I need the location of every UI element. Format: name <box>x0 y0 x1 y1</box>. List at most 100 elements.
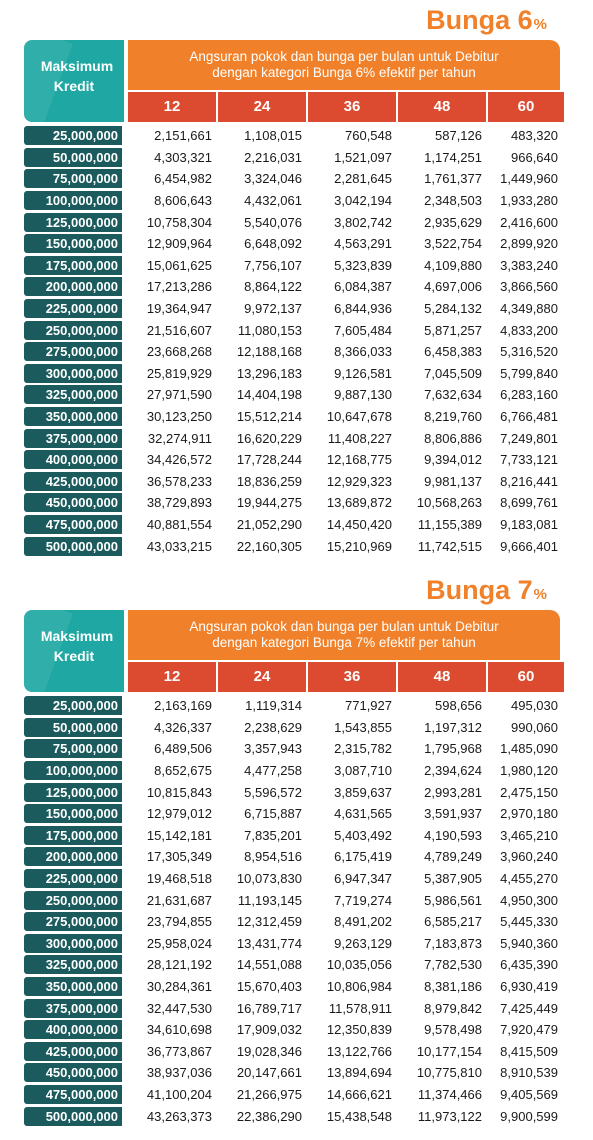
installment-cell: 6,648,092 <box>244 236 302 252</box>
installment-cell: 5,596,572 <box>244 784 302 800</box>
table-row: 325,000,000 27,971,590 14,404,198 9,887,130… <box>24 385 560 405</box>
installment-cell: 9,394,012 <box>424 452 482 468</box>
installment-cell: 8,910,539 <box>500 1065 558 1081</box>
installment-cell: 4,349,880 <box>500 301 558 317</box>
installment-cell: 40,881,554 <box>146 516 212 532</box>
table-row: 50,000,000 4,303,321 2,216,031 1,521,097 1,1… <box>24 147 560 168</box>
installment-cell: 3,859,637 <box>334 784 392 800</box>
table-row: 100,000,000 8,606,643 4,432,061 3,042,194 2,… <box>24 191 560 211</box>
installment-cell: 1,933,280 <box>500 193 558 209</box>
installment-cell: 43,263,373 <box>146 1108 212 1124</box>
installment-cell: 11,193,145 <box>237 892 302 908</box>
installment-cell: 14,551,088 <box>236 957 302 973</box>
installment-cell: 1,108,015 <box>244 128 302 144</box>
installment-cell: 2,899,920 <box>500 236 558 252</box>
table-row: 425,000,000 36,773,867 19,028,346 13,122,76… <box>24 1041 560 1062</box>
table-description: Angsuran pokok dan bunga per bulan untuk… <box>128 40 560 90</box>
credit-amount-cell: 325,000,000 <box>24 955 122 975</box>
corner-header: Maksimum Kredit <box>24 610 124 692</box>
installment-cell: 6,715,887 <box>244 806 302 822</box>
installment-cell: 6,844,936 <box>334 301 392 317</box>
table-row: 400,000,000 34,426,572 17,728,244 12,168,77… <box>24 450 560 470</box>
installment-cell: 22,160,305 <box>236 538 302 554</box>
installment-cell: 11,973,122 <box>417 1108 482 1124</box>
installment-cell: 28,121,192 <box>146 957 212 973</box>
installment-cell: 32,447,530 <box>146 1000 212 1016</box>
credit-amount-cell: 350,000,000 <box>24 407 122 427</box>
table-row: 375,000,000 32,447,530 16,789,717 11,578,91… <box>24 998 560 1018</box>
credit-amount-cell: 100,000,000 <box>24 191 122 211</box>
table-row: 25,000,000 2,163,169 1,119,314 771,927 598,6… <box>24 696 560 716</box>
installment-cell: 7,183,873 <box>424 935 482 951</box>
installment-cell: 598,656 <box>435 698 482 714</box>
installment-cell: 6,435,390 <box>500 957 558 973</box>
installment-cell: 2,993,281 <box>424 784 482 800</box>
installment-cell: 12,979,012 <box>146 806 212 822</box>
installment-cell: 10,073,830 <box>236 871 302 887</box>
installment-cell: 4,631,565 <box>334 806 392 822</box>
installment-cell: 7,045,509 <box>424 365 482 381</box>
installment-cell: 4,950,300 <box>500 892 558 908</box>
installment-cell: 7,425,449 <box>500 1000 558 1016</box>
table-row: 200,000,000 17,213,286 8,864,122 6,084,387 4… <box>24 277 560 297</box>
tenor-header-row: 12 24 36 48 60 <box>128 92 564 122</box>
tenor-header-60: 60 <box>488 92 564 122</box>
installment-cell: 21,052,290 <box>236 516 302 532</box>
installment-cell: 13,894,694 <box>326 1065 392 1081</box>
credit-amount-cell: 425,000,000 <box>24 471 122 491</box>
credit-amount-cell: 225,000,000 <box>24 299 122 319</box>
installment-cell: 3,591,937 <box>424 806 482 822</box>
table-row: 75,000,000 6,489,506 3,357,943 2,315,782 1,7… <box>24 739 560 759</box>
installment-cell: 10,647,678 <box>326 409 392 425</box>
section-title: Bunga 6% <box>426 5 547 35</box>
credit-amount-cell: 225,000,000 <box>24 869 122 889</box>
installment-cell: 9,405,569 <box>500 1086 558 1102</box>
table-row: 125,000,000 10,815,843 5,596,572 3,859,637 2… <box>24 782 560 802</box>
table-row: 125,000,000 10,758,304 5,540,076 3,802,742 2… <box>24 212 560 232</box>
installment-cell: 19,468,518 <box>146 871 212 887</box>
table-row: 175,000,000 15,142,181 7,835,201 5,403,492 4… <box>24 825 560 846</box>
table-row: 225,000,000 19,364,947 9,972,137 6,844,936 5… <box>24 299 560 319</box>
installment-cell: 2,970,180 <box>500 806 558 822</box>
installment-cell: 5,871,257 <box>424 322 482 338</box>
credit-amount-cell: 75,000,000 <box>24 739 122 759</box>
installment-cell: 27,971,590 <box>146 387 212 403</box>
description-line1: Angsuran pokok dan bunga per bulan untuk… <box>189 619 499 634</box>
installment-cell: 14,450,420 <box>326 516 392 532</box>
installment-cell: 4,697,006 <box>424 279 482 295</box>
installment-cell: 7,920,479 <box>500 1022 558 1038</box>
installment-cell: 1,761,377 <box>424 171 482 187</box>
installment-cell: 483,320 <box>511 128 558 144</box>
installment-cell: 9,183,081 <box>500 516 558 532</box>
table-row: 350,000,000 30,284,361 15,670,403 10,806,98… <box>24 977 560 997</box>
installment-cell: 3,383,240 <box>500 257 558 273</box>
installment-cell: 25,958,024 <box>146 935 212 951</box>
table-row: 100,000,000 8,652,675 4,477,258 3,087,710 2,… <box>24 761 560 781</box>
installment-cell: 34,426,572 <box>146 452 212 468</box>
installment-cell: 14,666,621 <box>326 1086 392 1102</box>
installment-cell: 4,432,061 <box>244 193 302 209</box>
installment-cell: 4,563,291 <box>334 236 392 252</box>
installment-cell: 2,315,782 <box>334 741 392 757</box>
installment-cell: 7,605,484 <box>334 322 392 338</box>
installment-cell: 7,719,274 <box>334 892 392 908</box>
installment-cell: 8,606,643 <box>154 193 212 209</box>
installment-cell: 8,381,186 <box>424 979 482 995</box>
tenor-header-24: 24 <box>218 662 306 692</box>
installment-cell: 15,210,969 <box>326 538 392 554</box>
installment-cell: 5,284,132 <box>424 301 482 317</box>
credit-amount-cell: 175,000,000 <box>24 255 122 275</box>
table-row: 475,000,000 41,100,204 21,266,975 14,666,62… <box>24 1084 560 1105</box>
installment-cell: 3,324,046 <box>244 171 302 187</box>
installment-cell: 6,585,217 <box>424 914 482 930</box>
installment-cell: 15,512,214 <box>236 409 302 425</box>
installment-cell: 19,944,275 <box>236 495 302 511</box>
installment-cell: 12,168,775 <box>326 452 392 468</box>
table-row: 325,000,000 28,121,192 14,551,088 10,035,05… <box>24 955 560 975</box>
description-line2: dengan kategori Bunga 6% efektif per tah… <box>212 65 476 80</box>
installment-cell: 4,109,880 <box>424 257 482 273</box>
installment-cell: 41,100,204 <box>146 1086 212 1102</box>
installment-cell: 3,465,210 <box>500 827 558 843</box>
installment-cell: 8,219,760 <box>424 409 482 425</box>
installment-cell: 12,188,168 <box>236 344 302 360</box>
